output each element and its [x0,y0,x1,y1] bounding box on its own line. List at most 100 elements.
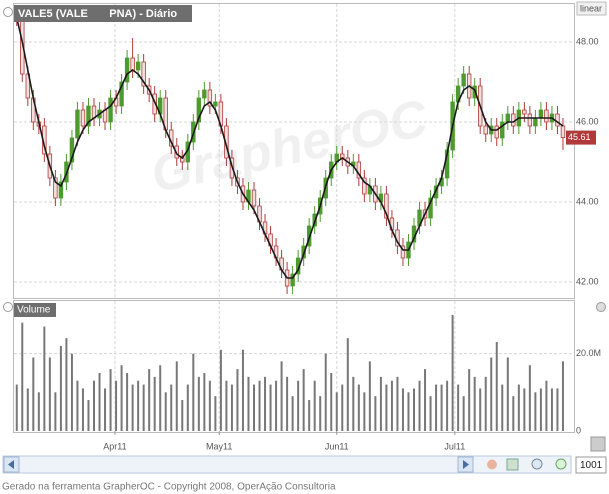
volume-bar [203,372,206,431]
x-tick-label: Jul11 [444,441,465,451]
volume-bar [462,396,465,431]
volume-bar [418,380,421,431]
moving-average [16,17,564,279]
zoom-out[interactable] [531,458,543,470]
volume-bar [137,380,140,431]
volume-bar [93,380,95,431]
volume-bar [550,388,553,431]
volume-bar [523,388,526,431]
volume-bar [390,380,393,431]
candle-body [511,113,516,127]
candle-body [119,81,124,107]
candle-body [75,109,80,139]
volume-bar [556,388,559,431]
volume-bar [435,384,438,431]
candle-body [213,101,218,107]
candle-body [527,113,533,127]
candle-body [461,73,466,87]
volume-title: Volume [17,305,51,316]
volume-bar [54,392,57,431]
volume-bar [170,384,173,431]
volume-bar [534,392,537,431]
volume-bar [368,361,371,431]
candle-body [202,89,207,99]
y-tick-label: 20.0M [576,348,601,358]
volume-bar [26,388,29,431]
candle-body [124,57,130,83]
candle-body [560,125,566,138]
volume-bar [374,396,377,431]
volume-bar [479,388,482,431]
volume-bar [517,384,520,431]
candle-body [69,137,75,163]
volume-bar [241,349,244,431]
volume-bar [87,400,90,431]
volume-bar [131,384,134,431]
volume-bar [280,361,283,431]
volume-bar [109,369,112,431]
chart-title: VALE5 (VALE PNA) - Diário [18,8,177,20]
candle-body [544,109,549,123]
volume-bar [457,384,460,431]
volume-bar [148,369,151,431]
volume-bar [291,396,294,431]
volume-bar [330,372,333,431]
candle-body [433,185,439,199]
volume-bar [352,376,355,431]
volume-bar [429,396,432,431]
x-tick-label: Apr11 [103,441,126,451]
volume-bar [115,380,118,431]
candle-body [500,121,505,139]
candle-body [400,245,406,259]
panel-toggle[interactable] [3,302,13,312]
y-tick-label: 46.00 [576,116,599,126]
scale-label[interactable]: linear [580,3,602,13]
y-tick-label: 48.00 [576,36,599,46]
x-tick-label: Jun11 [325,441,349,451]
candle-body [538,109,544,119]
volume-bar [341,384,344,431]
volume-title-box [14,303,56,317]
panel-close[interactable] [596,302,606,312]
volume-bar [490,357,493,431]
scrollbar[interactable] [2,455,572,474]
panel-toggle[interactable] [3,7,13,17]
volume-bar [120,365,123,431]
volume-bar [512,396,515,431]
candle-body [135,61,141,71]
volume-bar [70,353,73,431]
volume-bar [561,361,564,431]
candle-body [141,61,146,87]
volume-bar [286,376,289,431]
volume-bar [81,388,84,431]
volume-bar [539,388,542,431]
zoom-in[interactable] [555,458,567,470]
volume-bar [181,400,184,431]
candle-body [130,57,135,71]
volume-bar [65,338,68,431]
zoom-value[interactable]: 1001 [580,460,603,471]
volume-bar [501,384,504,431]
volume-bar [159,365,162,431]
volume-bar [357,384,360,431]
nav-icon[interactable] [506,458,519,471]
volume-bar [43,326,46,431]
volume-bar [413,388,415,431]
volume-bar [253,384,255,431]
candle-body [555,113,560,127]
volume-bar [21,322,24,431]
scale-button[interactable] [576,1,607,16]
zoom-box[interactable] [575,456,607,474]
volume-bar [230,384,233,431]
nav-icon[interactable] [487,459,497,470]
candle-body [428,197,433,219]
y-tick-label: 0 [576,425,581,435]
candle-body [384,193,389,219]
volume-bar [32,357,35,431]
volume-bar [468,369,471,431]
volume-bar [446,380,449,431]
volume-bar [528,365,531,431]
volume-bar [197,376,200,431]
resize-button[interactable] [590,436,606,452]
volume-bar [186,384,189,431]
